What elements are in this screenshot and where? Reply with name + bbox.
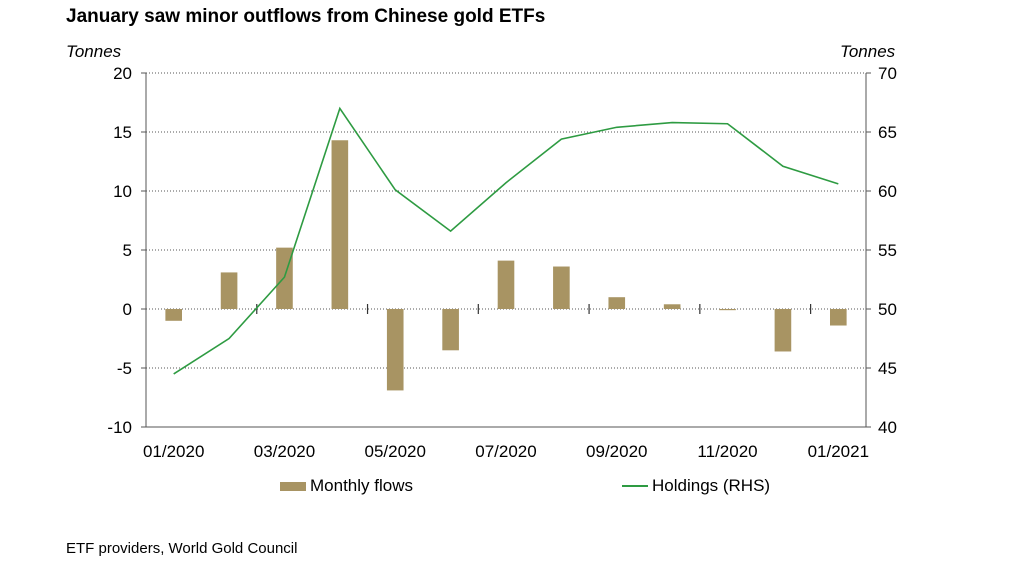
bar-monthly-flow xyxy=(442,309,459,351)
legend-line-swatch xyxy=(622,485,648,487)
bar-monthly-flow xyxy=(663,304,681,309)
left-tick-label: 0 xyxy=(123,300,132,319)
x-tick-label: 05/2020 xyxy=(365,442,426,461)
source-note: ETF providers, World Gold Council xyxy=(66,540,298,557)
legend-holdings-label: Holdings (RHS) xyxy=(652,476,771,495)
x-tick-label: 09/2020 xyxy=(586,442,647,461)
right-tick-label: 70 xyxy=(878,64,897,83)
left-axis-unit-label: Tonnes xyxy=(66,42,122,61)
holdings-line xyxy=(173,106,839,375)
left-tick-label: 10 xyxy=(113,182,132,201)
x-tick-label: 01/2020 xyxy=(143,442,204,461)
legend-bar-swatch xyxy=(280,481,306,491)
legend-monthly-flows-label: Monthly flows xyxy=(310,476,413,495)
chart-title: January saw minor outflows from Chinese … xyxy=(66,6,546,27)
bar-monthly-flow xyxy=(774,309,792,352)
bar-monthly-flow xyxy=(331,140,349,309)
x-tick-label: 07/2020 xyxy=(475,442,536,461)
bar-monthly-flow xyxy=(165,309,182,321)
x-tick-label: 03/2020 xyxy=(254,442,315,461)
left-tick-label: 20 xyxy=(113,64,132,83)
bar-monthly-flow xyxy=(497,260,515,309)
bar-monthly-flow xyxy=(553,266,570,309)
right-tick-label: 65 xyxy=(878,123,897,142)
legend-monthly-flows: Monthly flows xyxy=(280,476,413,496)
bar-monthly-flow xyxy=(608,297,626,309)
right-axis-unit-label: Tonnes xyxy=(840,42,896,61)
right-tick-label: 50 xyxy=(878,300,897,319)
legend-holdings: Holdings (RHS) xyxy=(622,476,770,496)
bar-monthly-flow xyxy=(220,272,238,309)
left-tick-label: -10 xyxy=(107,418,132,437)
bar-monthly-flow xyxy=(830,309,847,326)
right-tick-label: 40 xyxy=(878,418,897,437)
left-tick-label: 15 xyxy=(113,123,132,142)
right-tick-label: 55 xyxy=(878,241,897,260)
left-tick-label: -5 xyxy=(117,359,132,378)
bar-monthly-flow xyxy=(719,309,736,311)
x-tick-label: 01/2021 xyxy=(808,442,869,461)
right-tick-label: 45 xyxy=(878,359,897,378)
x-tick-label: 11/2020 xyxy=(697,442,757,461)
right-tick-label: 60 xyxy=(878,182,897,201)
left-tick-label: 5 xyxy=(123,241,132,260)
bar-monthly-flow xyxy=(386,309,404,391)
